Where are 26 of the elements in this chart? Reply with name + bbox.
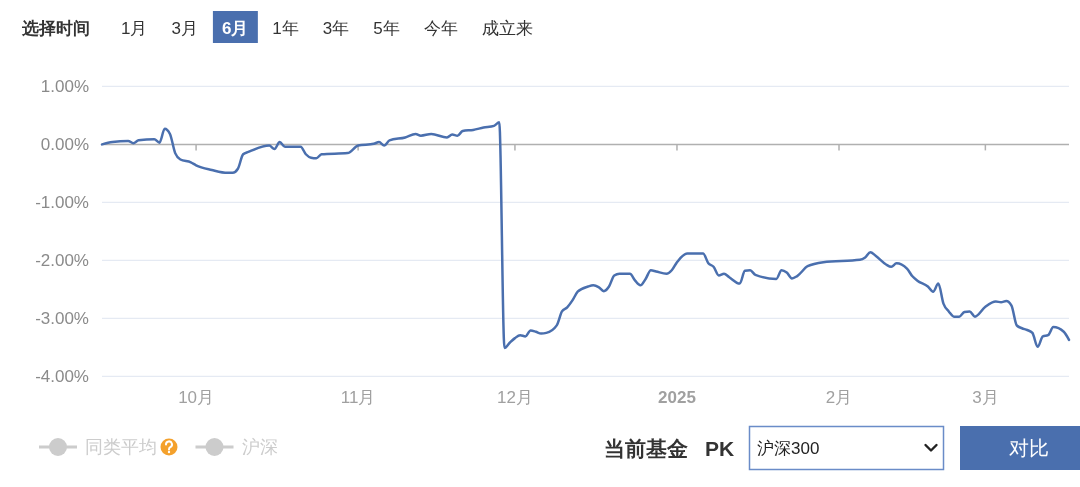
text: 3月 xyxy=(171,18,198,38)
x-tick-label: 10月 xyxy=(178,387,215,407)
x-tick-label: 2025 xyxy=(658,387,696,407)
text: 成立来 xyxy=(481,18,533,38)
text: 今年 xyxy=(423,18,458,38)
text: 选择时间 xyxy=(21,18,90,38)
text: 1月 xyxy=(121,18,148,38)
y-tick-label: 0.00% xyxy=(40,134,89,154)
text: 1年 xyxy=(272,18,299,38)
text: 3年 xyxy=(322,18,350,38)
dropdown-field: 沪深300 xyxy=(748,425,945,471)
y-tick-label: 1.00% xyxy=(40,76,89,96)
text: 5年 xyxy=(373,18,400,38)
y-tick-label: -2.00% xyxy=(35,250,89,270)
text: PK xyxy=(705,436,735,460)
x-tick-label: 2月 xyxy=(825,387,853,407)
x-tick-label: 11月 xyxy=(340,387,376,407)
text: 当前基金 xyxy=(604,436,688,460)
x-tick-label: 12月 xyxy=(496,387,533,407)
y-tick-label: -4.00% xyxy=(35,366,89,386)
line-series xyxy=(100,121,1071,350)
y-tick-label: -3.00% xyxy=(35,308,89,328)
compare-button: 对比 xyxy=(960,426,1080,470)
x-tick-label: 3月 xyxy=(972,387,999,407)
y-tick-label: -1.00% xyxy=(35,192,89,212)
selected-tab: 6月 xyxy=(212,11,258,43)
